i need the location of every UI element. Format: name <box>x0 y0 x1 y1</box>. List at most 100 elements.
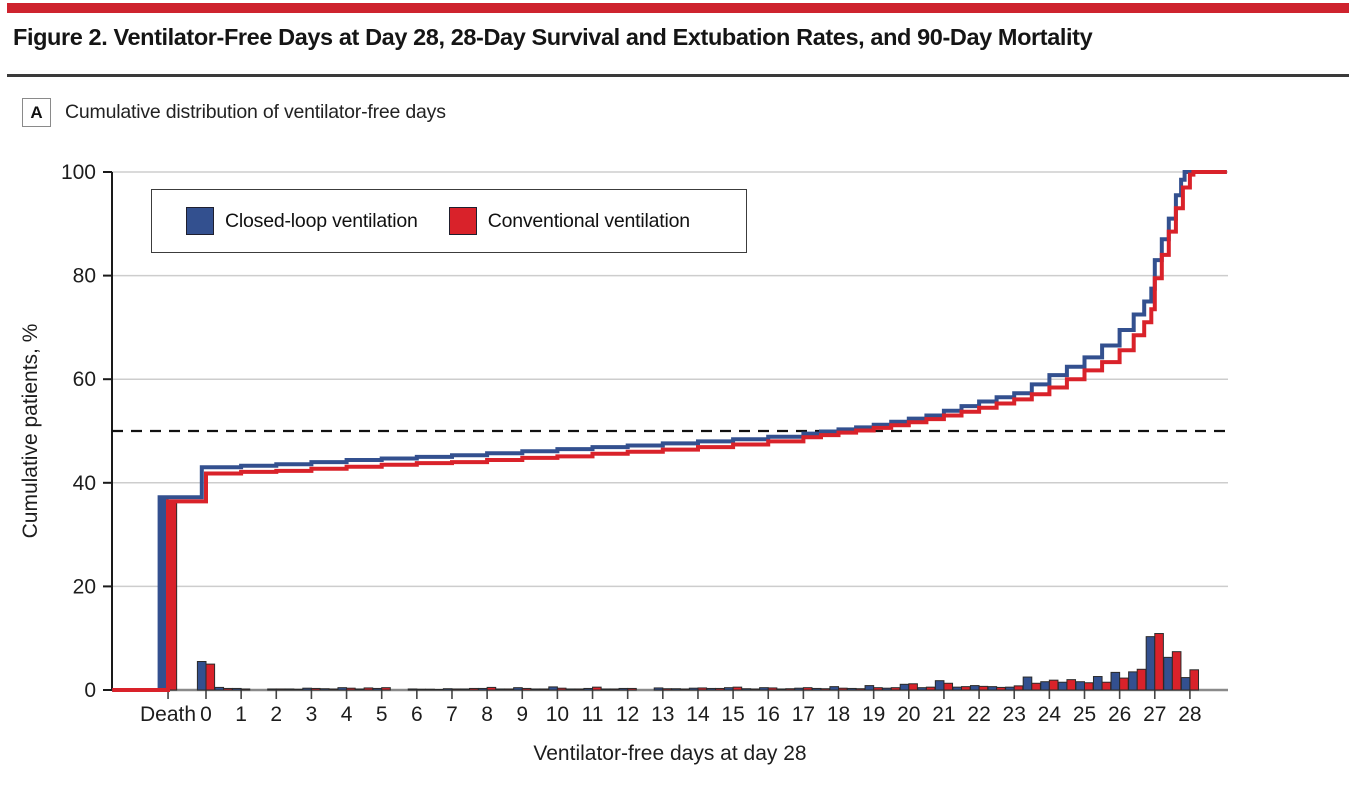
title-divider <box>7 74 1349 77</box>
journal-masthead-rule <box>7 3 1349 13</box>
x-tick-label: 3 <box>306 703 318 726</box>
hist-bar-conventional <box>662 688 672 691</box>
hist-bar-conventional <box>732 686 743 691</box>
hist-bar-conventional <box>961 686 971 691</box>
hist-bar-closed-loop <box>724 687 734 691</box>
x-tick-label: 14 <box>686 703 710 726</box>
hist-bar-closed-loop <box>1145 636 1156 691</box>
hist-bar-conventional <box>1084 682 1094 691</box>
legend-item-closed-loop: Closed-loop ventilation <box>186 207 418 235</box>
hist-bar-closed-loop <box>1163 656 1173 691</box>
hist-bar-closed-loop <box>478 687 488 691</box>
hist-bar-conventional <box>310 687 321 691</box>
hist-bar-closed-loop <box>688 687 699 691</box>
hist-bar-closed-loop <box>565 688 576 691</box>
hist-bar-closed-loop <box>601 688 611 691</box>
hist-bar-closed-loop <box>829 686 840 691</box>
hist-bar-closed-loop <box>846 687 857 691</box>
hist-bar-conventional <box>1031 682 1041 691</box>
y-tick-label: 20 <box>73 575 96 598</box>
hist-bar-conventional <box>820 688 831 691</box>
hist-bar-closed-loop <box>1057 681 1068 691</box>
x-tick-label: 5 <box>376 703 388 726</box>
figure-title: Figure 2. Ventilator-Free Days at Day 28… <box>13 24 1093 50</box>
hist-bar-conventional <box>1013 685 1024 691</box>
curve-conventional-ventilation <box>112 170 1227 692</box>
hist-bar-closed-loop <box>196 661 207 691</box>
x-tick-label: 6 <box>411 703 423 726</box>
x-tick-label: 0 <box>200 703 212 726</box>
x-tick-label: 9 <box>516 703 528 726</box>
hist-bar-conventional <box>1101 681 1112 691</box>
hist-bar-conventional <box>1154 633 1164 691</box>
x-tick-label: 2 <box>270 703 282 726</box>
hist-bar-closed-loop <box>1005 686 1015 691</box>
curve-closed-loop-ventilation <box>112 170 1227 692</box>
hist-bar-conventional <box>943 682 954 691</box>
hist-bar-closed-loop <box>917 687 927 691</box>
hist-bar-conventional <box>767 687 778 691</box>
hist-bar-conventional <box>838 687 848 691</box>
x-tick-label: 8 <box>481 703 493 726</box>
hist-bar-conventional <box>1048 679 1059 691</box>
hist-bar-conventional <box>539 688 549 691</box>
hist-bar-conventional <box>627 687 637 691</box>
hist-bar-closed-loop <box>741 688 752 691</box>
hist-bar-conventional <box>1136 668 1147 691</box>
hist-bar-closed-loop <box>952 686 963 691</box>
x-tick-label: 18 <box>827 703 850 726</box>
hist-bar-conventional <box>715 687 725 691</box>
hist-bar-closed-loop <box>776 688 787 691</box>
hist-bar-closed-loop <box>811 687 822 691</box>
hist-bar-closed-loop <box>653 687 664 691</box>
conventional-swatch-icon <box>448 207 477 235</box>
y-tick-label: 100 <box>61 161 96 184</box>
hist-bar-closed-loop <box>232 687 242 691</box>
hist-bar-closed-loop <box>882 687 892 691</box>
hist-bar-closed-loop <box>442 688 453 691</box>
hist-bar-conventional <box>275 688 286 691</box>
x-tick-label: 10 <box>546 703 569 726</box>
x-tick-label: 20 <box>897 703 920 726</box>
hist-bar-closed-loop <box>1022 676 1033 691</box>
x-axis-title: Ventilator-free days at day 28 <box>533 742 807 765</box>
y-tick-label: 60 <box>73 368 96 391</box>
hist-bar-conventional <box>855 688 866 691</box>
hist-bar-conventional <box>240 688 251 691</box>
hist-bar-conventional <box>785 688 795 691</box>
hist-bar-conventional <box>978 685 989 691</box>
hist-bar-conventional <box>416 688 426 691</box>
hist-bar-conventional <box>574 688 585 691</box>
y-tick-label: 0 <box>84 679 96 702</box>
x-tick-label: 16 <box>757 703 780 726</box>
hist-bar-closed-loop <box>1040 681 1050 691</box>
x-tick-label: 23 <box>1003 703 1026 726</box>
hist-bar-conventional <box>346 687 356 691</box>
y-axis-title: Cumulative patients, % <box>19 323 42 539</box>
hist-bar-conventional <box>592 686 602 691</box>
hist-bar-conventional <box>504 688 514 691</box>
hist-bar-closed-loop <box>1075 681 1086 691</box>
hist-bar-closed-loop <box>934 680 945 691</box>
hist-bar-conventional <box>1171 651 1182 691</box>
x-tick-label: 17 <box>792 703 815 726</box>
x-tick-label: 15 <box>721 703 744 726</box>
hist-bar-conventional <box>328 688 339 691</box>
x-tick-label: 25 <box>1073 703 1096 726</box>
hist-bar-closed-loop <box>548 686 558 691</box>
x-tick-label: 27 <box>1143 703 1166 726</box>
x-tick-label: 22 <box>967 703 990 726</box>
hist-bar-conventional <box>556 687 567 691</box>
hist-bar-closed-loop <box>425 688 435 691</box>
closed-loop-swatch-icon <box>186 207 214 235</box>
hist-bar-conventional <box>1066 679 1077 691</box>
hist-bar-closed-loop <box>495 688 506 691</box>
hist-bar-closed-loop <box>530 688 541 691</box>
y-tick-label: 40 <box>73 472 96 495</box>
hist-bar-conventional <box>908 683 918 691</box>
hist-bar-closed-loop <box>319 688 330 691</box>
hist-bar-conventional <box>697 687 708 691</box>
hist-bar-closed-loop <box>1128 671 1138 691</box>
